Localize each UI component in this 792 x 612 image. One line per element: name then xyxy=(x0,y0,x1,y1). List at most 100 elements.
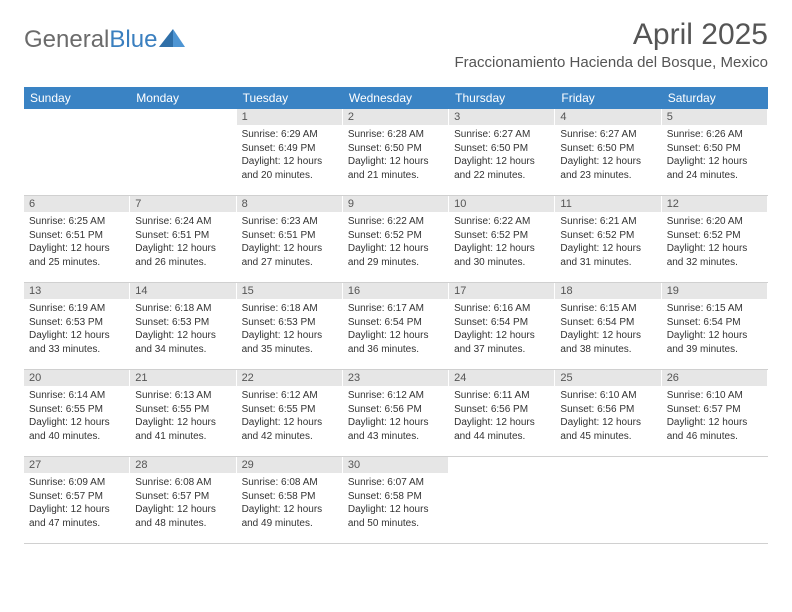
daylight-line: Daylight: 12 hours and 37 minutes. xyxy=(454,329,549,356)
day-number: 8 xyxy=(237,196,342,212)
calendar-table: SundayMondayTuesdayWednesdayThursdayFrid… xyxy=(24,87,768,544)
sunrise-line: Sunrise: 6:18 AM xyxy=(242,302,337,316)
week-row: 13Sunrise: 6:19 AMSunset: 6:53 PMDayligh… xyxy=(24,283,768,370)
day-cell: 0 xyxy=(24,109,130,195)
day-body: Sunrise: 6:10 AMSunset: 6:57 PMDaylight:… xyxy=(662,386,767,445)
day-number: 23 xyxy=(343,370,448,386)
day-body: Sunrise: 6:22 AMSunset: 6:52 PMDaylight:… xyxy=(343,212,448,271)
day-number: 15 xyxy=(237,283,342,299)
sunset-line: Sunset: 6:52 PM xyxy=(667,229,762,243)
day-cell: 6Sunrise: 6:25 AMSunset: 6:51 PMDaylight… xyxy=(24,196,130,282)
day-number: 26 xyxy=(662,370,767,386)
day-cell: 12Sunrise: 6:20 AMSunset: 6:52 PMDayligh… xyxy=(662,196,768,282)
week-row: 6Sunrise: 6:25 AMSunset: 6:51 PMDaylight… xyxy=(24,196,768,283)
sunset-line: Sunset: 6:51 PM xyxy=(135,229,230,243)
sunrise-line: Sunrise: 6:10 AM xyxy=(667,389,762,403)
sunset-line: Sunset: 6:50 PM xyxy=(560,142,655,156)
daylight-line: Daylight: 12 hours and 43 minutes. xyxy=(348,416,443,443)
daylight-line: Daylight: 12 hours and 42 minutes. xyxy=(242,416,337,443)
sunrise-line: Sunrise: 6:15 AM xyxy=(560,302,655,316)
day-number: 19 xyxy=(662,283,767,299)
daylight-line: Daylight: 12 hours and 22 minutes. xyxy=(454,155,549,182)
daylight-line: Daylight: 12 hours and 32 minutes. xyxy=(667,242,762,269)
daylight-line: Daylight: 12 hours and 50 minutes. xyxy=(348,503,443,530)
day-cell: 30Sunrise: 6:07 AMSunset: 6:58 PMDayligh… xyxy=(343,457,449,543)
day-number: 3 xyxy=(449,109,554,125)
sunset-line: Sunset: 6:51 PM xyxy=(242,229,337,243)
day-body: Sunrise: 6:14 AMSunset: 6:55 PMDaylight:… xyxy=(24,386,129,445)
day-cell: 15Sunrise: 6:18 AMSunset: 6:53 PMDayligh… xyxy=(237,283,343,369)
logo-triangle-icon xyxy=(159,25,185,47)
daylight-line: Daylight: 12 hours and 24 minutes. xyxy=(667,155,762,182)
week-row: 001Sunrise: 6:29 AMSunset: 6:49 PMDaylig… xyxy=(24,109,768,196)
sunrise-line: Sunrise: 6:19 AM xyxy=(29,302,124,316)
sunrise-line: Sunrise: 6:12 AM xyxy=(348,389,443,403)
sunrise-line: Sunrise: 6:08 AM xyxy=(135,476,230,490)
day-body: Sunrise: 6:10 AMSunset: 6:56 PMDaylight:… xyxy=(555,386,660,445)
daylight-line: Daylight: 12 hours and 27 minutes. xyxy=(242,242,337,269)
day-cell: 13Sunrise: 6:19 AMSunset: 6:53 PMDayligh… xyxy=(24,283,130,369)
daylight-line: Daylight: 12 hours and 49 minutes. xyxy=(242,503,337,530)
daylight-line: Daylight: 12 hours and 44 minutes. xyxy=(454,416,549,443)
day-number: 11 xyxy=(555,196,660,212)
day-cell: 1Sunrise: 6:29 AMSunset: 6:49 PMDaylight… xyxy=(237,109,343,195)
daylight-line: Daylight: 12 hours and 47 minutes. xyxy=(29,503,124,530)
day-cell: 11Sunrise: 6:21 AMSunset: 6:52 PMDayligh… xyxy=(555,196,661,282)
day-cell: 0 xyxy=(449,457,555,543)
day-cell: 18Sunrise: 6:15 AMSunset: 6:54 PMDayligh… xyxy=(555,283,661,369)
daylight-line: Daylight: 12 hours and 34 minutes. xyxy=(135,329,230,356)
day-cell: 4Sunrise: 6:27 AMSunset: 6:50 PMDaylight… xyxy=(555,109,661,195)
daylight-line: Daylight: 12 hours and 23 minutes. xyxy=(560,155,655,182)
daylight-line: Daylight: 12 hours and 33 minutes. xyxy=(29,329,124,356)
day-number: 7 xyxy=(130,196,235,212)
sunrise-line: Sunrise: 6:21 AM xyxy=(560,215,655,229)
day-body: Sunrise: 6:20 AMSunset: 6:52 PMDaylight:… xyxy=(662,212,767,271)
sunset-line: Sunset: 6:54 PM xyxy=(560,316,655,330)
day-body: Sunrise: 6:25 AMSunset: 6:51 PMDaylight:… xyxy=(24,212,129,271)
week-row: 27Sunrise: 6:09 AMSunset: 6:57 PMDayligh… xyxy=(24,457,768,544)
day-header-cell: Saturday xyxy=(662,87,768,109)
sunset-line: Sunset: 6:57 PM xyxy=(667,403,762,417)
sunset-line: Sunset: 6:50 PM xyxy=(348,142,443,156)
sunrise-line: Sunrise: 6:15 AM xyxy=(667,302,762,316)
sunset-line: Sunset: 6:55 PM xyxy=(242,403,337,417)
sunrise-line: Sunrise: 6:17 AM xyxy=(348,302,443,316)
day-cell: 26Sunrise: 6:10 AMSunset: 6:57 PMDayligh… xyxy=(662,370,768,456)
day-number: 2 xyxy=(343,109,448,125)
sunrise-line: Sunrise: 6:26 AM xyxy=(667,128,762,142)
day-body: Sunrise: 6:15 AMSunset: 6:54 PMDaylight:… xyxy=(662,299,767,358)
sunset-line: Sunset: 6:56 PM xyxy=(348,403,443,417)
daylight-line: Daylight: 12 hours and 30 minutes. xyxy=(454,242,549,269)
sunset-line: Sunset: 6:55 PM xyxy=(29,403,124,417)
sunrise-line: Sunrise: 6:23 AM xyxy=(242,215,337,229)
sunrise-line: Sunrise: 6:14 AM xyxy=(29,389,124,403)
page-header: GeneralBlue April 2025 Fraccionamiento H… xyxy=(0,0,792,77)
day-cell: 24Sunrise: 6:11 AMSunset: 6:56 PMDayligh… xyxy=(449,370,555,456)
day-body: Sunrise: 6:23 AMSunset: 6:51 PMDaylight:… xyxy=(237,212,342,271)
day-body: Sunrise: 6:15 AMSunset: 6:54 PMDaylight:… xyxy=(555,299,660,358)
day-body: Sunrise: 6:08 AMSunset: 6:58 PMDaylight:… xyxy=(237,473,342,532)
day-body: Sunrise: 6:29 AMSunset: 6:49 PMDaylight:… xyxy=(237,125,342,184)
day-number: 14 xyxy=(130,283,235,299)
sunset-line: Sunset: 6:54 PM xyxy=(454,316,549,330)
sunrise-line: Sunrise: 6:25 AM xyxy=(29,215,124,229)
sunset-line: Sunset: 6:53 PM xyxy=(29,316,124,330)
sunrise-line: Sunrise: 6:24 AM xyxy=(135,215,230,229)
sunset-line: Sunset: 6:50 PM xyxy=(454,142,549,156)
sunrise-line: Sunrise: 6:11 AM xyxy=(454,389,549,403)
sunset-line: Sunset: 6:51 PM xyxy=(29,229,124,243)
day-body: Sunrise: 6:19 AMSunset: 6:53 PMDaylight:… xyxy=(24,299,129,358)
day-number: 13 xyxy=(24,283,129,299)
day-cell: 21Sunrise: 6:13 AMSunset: 6:55 PMDayligh… xyxy=(130,370,236,456)
daylight-line: Daylight: 12 hours and 45 minutes. xyxy=(560,416,655,443)
day-cell: 0 xyxy=(662,457,768,543)
day-number: 18 xyxy=(555,283,660,299)
day-cell: 28Sunrise: 6:08 AMSunset: 6:57 PMDayligh… xyxy=(130,457,236,543)
day-cell: 7Sunrise: 6:24 AMSunset: 6:51 PMDaylight… xyxy=(130,196,236,282)
day-cell: 20Sunrise: 6:14 AMSunset: 6:55 PMDayligh… xyxy=(24,370,130,456)
day-cell: 10Sunrise: 6:22 AMSunset: 6:52 PMDayligh… xyxy=(449,196,555,282)
daylight-line: Daylight: 12 hours and 29 minutes. xyxy=(348,242,443,269)
sunset-line: Sunset: 6:52 PM xyxy=(348,229,443,243)
day-body: Sunrise: 6:12 AMSunset: 6:56 PMDaylight:… xyxy=(343,386,448,445)
day-number: 4 xyxy=(555,109,660,125)
